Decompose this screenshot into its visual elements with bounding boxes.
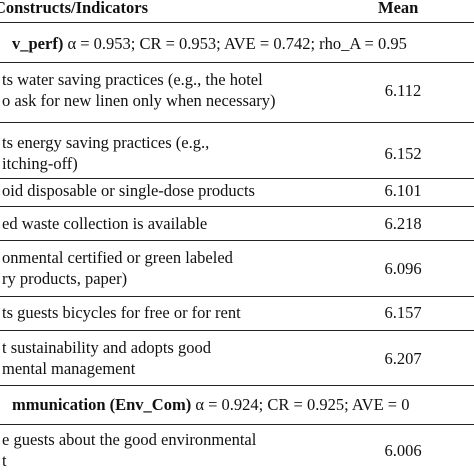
construct-name: mmunication (Env_Com)	[12, 395, 192, 414]
row-rule	[0, 122, 474, 123]
mean-value: 6.157	[384, 303, 422, 322]
row-rule	[0, 385, 474, 386]
row-rule	[0, 22, 474, 23]
indicator-text: ts water saving practices (e.g., the hot…	[2, 70, 263, 89]
indicator-text: ts energy saving practices (e.g.,	[2, 133, 210, 152]
indicator-text: onmental certified or green labeled	[2, 248, 233, 267]
construct-name: v_perf)	[12, 34, 64, 53]
mean-value: 6.207	[384, 348, 422, 368]
indicator-text: o ask for new linen only when necessary)	[2, 91, 276, 110]
row-rule	[0, 296, 474, 297]
mean-value: 6.101	[384, 181, 422, 200]
row-rule	[0, 62, 474, 63]
indicator-text: t sustainability and adopts good	[2, 338, 211, 357]
row-rule	[0, 240, 474, 241]
indicator-text: itching-off)	[2, 154, 78, 173]
row-rule	[0, 330, 474, 331]
mean-value: 6.152	[384, 143, 422, 163]
construct-stats: α = 0.953; CR = 0.953; AVE = 0.742; rho_…	[63, 34, 407, 53]
section-row: v_perf) α = 0.953; CR = 0.953; AVE = 0.7…	[12, 34, 407, 54]
mean-value: 6.218	[384, 214, 422, 233]
indicator-text: e guests about the good environmental	[2, 430, 257, 449]
indicator-text: ry products, paper)	[2, 269, 128, 288]
indicator-text: ts guests bicycles for free or for rent	[2, 303, 241, 322]
indicator-text: mental management	[2, 359, 136, 378]
mean-value: 6.096	[384, 258, 422, 278]
construct-stats: α = 0.924; CR = 0.925; AVE = 0	[191, 395, 410, 414]
row-rule	[0, 424, 474, 425]
mean-value: 6.112	[384, 80, 422, 100]
indicator-text: ed waste collection is available	[2, 214, 208, 233]
indicator-text: t	[2, 451, 7, 470]
section-row: mmunication (Env_Com) α = 0.924; CR = 0.…	[12, 395, 409, 415]
indicator-text: oid disposable or single-dose products	[2, 181, 255, 200]
row-rule	[0, 206, 474, 207]
header-indicator: Constructs/Indicators	[0, 0, 149, 17]
header-mean: Mean	[378, 0, 419, 17]
row-rule	[0, 178, 474, 179]
mean-value: 6.006	[384, 440, 422, 460]
